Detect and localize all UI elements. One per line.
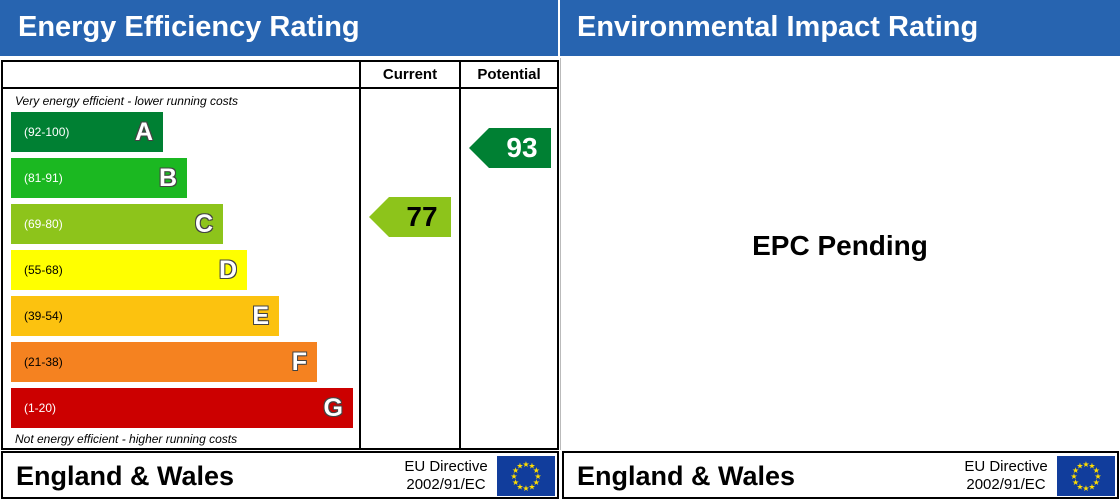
environmental-impact-title: Environmental Impact Rating xyxy=(560,0,1120,56)
eu-star-icon: ★ xyxy=(1072,466,1079,475)
eu-star-icon: ★ xyxy=(516,482,523,491)
eu-star-icon: ★ xyxy=(1093,466,1100,475)
eu-star-icon: ★ xyxy=(1088,462,1095,471)
eu-star-icon: ★ xyxy=(510,472,517,481)
eu-star-icon: ★ xyxy=(1082,460,1089,469)
eu-star-icon: ★ xyxy=(1093,478,1100,487)
band-b: (81-91) B xyxy=(11,158,187,198)
environmental-impact-panel: Environmental Impact Rating EPC Pending … xyxy=(560,0,1120,500)
current-rating-value: 77 xyxy=(406,201,438,232)
potential-rating-arrow: 93 xyxy=(469,128,551,168)
band-range: (92-100) xyxy=(24,125,70,139)
eu-flag-icon: ★ ★ ★ ★ ★ ★ ★ ★ ★ ★ ★ ★ xyxy=(1057,456,1115,496)
band-range: (81-91) xyxy=(24,171,63,185)
band-range: (21-38) xyxy=(24,355,63,369)
directive-line-2: 2002/91/EC xyxy=(966,476,1046,493)
band-range: (1-20) xyxy=(24,401,57,415)
current-column-header: Current xyxy=(382,66,438,83)
eu-star-icon: ★ xyxy=(1070,472,1077,481)
eu-star-icon: ★ xyxy=(1088,482,1095,491)
top-caption: Very energy efficient - lower running co… xyxy=(15,94,238,108)
band-c: (69-80) C xyxy=(11,204,223,244)
energy-footer: England & Wales EU Directive 2002/91/EC … xyxy=(1,451,559,499)
arrow-shape xyxy=(369,197,451,237)
eu-star-icon: ★ xyxy=(522,460,529,469)
eu-directive: EU Directive 2002/91/EC xyxy=(391,458,501,494)
band-letter: B xyxy=(158,164,177,192)
energy-efficiency-title: Energy Efficiency Rating xyxy=(0,0,558,56)
country-label: England & Wales xyxy=(577,461,796,491)
potential-rating-value: 93 xyxy=(506,132,538,163)
band-a: (92-100) A xyxy=(11,112,163,152)
country-label: England & Wales xyxy=(16,461,235,491)
band-g: (1-20) G xyxy=(11,388,353,428)
energy-rating-table: Current Potential Very energy efficient … xyxy=(1,60,559,450)
band-letter: E xyxy=(252,302,269,330)
eu-flag-icon: ★ ★ ★ ★ ★ ★ ★ ★ ★ ★ ★ ★ xyxy=(497,456,555,496)
current-rating-arrow: 77 xyxy=(369,197,451,237)
eu-star-icon: ★ xyxy=(512,466,519,475)
eu-star-icon: ★ xyxy=(528,482,535,491)
band-range: (69-80) xyxy=(24,217,63,231)
eu-star-icon: ★ xyxy=(1082,484,1089,493)
band-letter: A xyxy=(134,118,153,146)
directive-line-1: EU Directive xyxy=(404,458,488,475)
band-range: (39-54) xyxy=(24,309,63,323)
divider xyxy=(359,62,361,448)
band-letter: F xyxy=(291,348,307,376)
eu-directive: EU Directive 2002/91/EC xyxy=(951,458,1061,494)
potential-column-header: Potential xyxy=(477,66,541,83)
band-range: (55-68) xyxy=(24,263,63,277)
divider xyxy=(459,62,461,448)
directive-line-2: 2002/91/EC xyxy=(406,476,486,493)
bottom-caption: Not energy efficient - higher running co… xyxy=(15,432,238,446)
eu-star-icon: ★ xyxy=(534,472,541,481)
eu-star-icon: ★ xyxy=(512,478,519,487)
eu-star-icon: ★ xyxy=(522,484,529,493)
band-letter: G xyxy=(323,394,343,422)
eu-star-icon: ★ xyxy=(1094,472,1101,481)
band-f: (21-38) F xyxy=(11,342,317,382)
eu-star-icon: ★ xyxy=(533,466,540,475)
energy-efficiency-panel: Energy Efficiency Rating Current Potenti… xyxy=(0,0,560,500)
eu-star-icon: ★ xyxy=(1072,478,1079,487)
band-e: (39-54) E xyxy=(11,296,279,336)
eu-star-icon: ★ xyxy=(516,462,523,471)
directive-line-1: EU Directive xyxy=(964,458,1048,475)
band-letter: D xyxy=(218,256,237,284)
environmental-body xyxy=(560,58,1120,450)
eu-star-icon: ★ xyxy=(1076,462,1083,471)
environment-footer: England & Wales EU Directive 2002/91/EC … xyxy=(562,451,1119,499)
epc-pending-status: EPC Pending xyxy=(752,230,928,261)
arrow-shape xyxy=(469,128,551,168)
eu-star-icon: ★ xyxy=(533,478,540,487)
divider xyxy=(3,87,557,89)
band-letter: C xyxy=(194,210,213,238)
eu-star-icon: ★ xyxy=(528,462,535,471)
eu-star-icon: ★ xyxy=(1076,482,1083,491)
band-d: (55-68) D xyxy=(11,250,247,290)
